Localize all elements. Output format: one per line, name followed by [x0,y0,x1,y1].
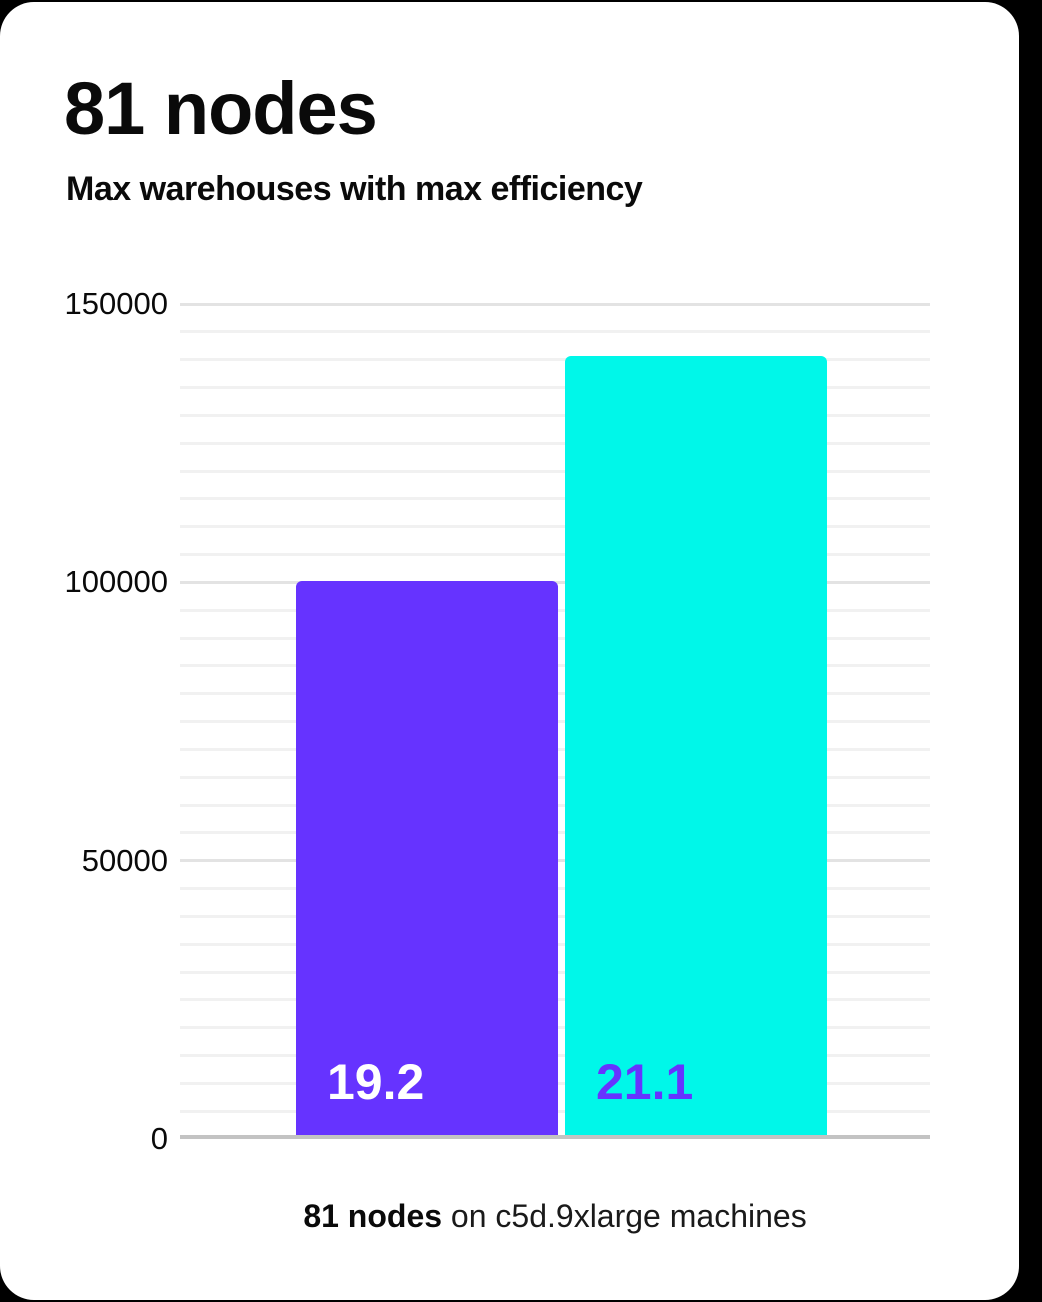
y-axis-tick-label: 150000 [64,286,168,321]
bar-chart: 19.2 21.1 0 50000 100000 150000 [0,2,1019,1300]
minor-gridline [180,441,930,445]
caption-bold-text: 81 nodes [303,1198,443,1234]
caption-text: on c5d.9xlarge machines [442,1198,807,1234]
minor-gridline [180,525,930,529]
bar-19.2: 19.2 [296,581,558,1135]
minor-gridline [180,553,930,556]
minor-gridline [180,469,930,473]
page-title: 81 nodes [64,67,378,150]
minor-gridline [180,330,930,334]
chart-caption: 81 nodes on c5d.9xlarge machines [180,1198,930,1235]
y-axis-tick-label: 50000 [81,842,168,878]
major-gridline [180,302,930,306]
page-subtitle: Max warehouses with max efficiency [66,170,643,208]
bar-21.1: 21.1 [565,355,827,1135]
y-axis-tick-label: 100000 [64,564,168,600]
minor-gridline [180,386,930,389]
y-axis-tick-label: 0 [150,1121,168,1156]
bar-value-label: 21.1 [596,1054,694,1110]
chart-card: 81 nodes Max warehouses with max efficie… [0,2,1019,1300]
plot-area: 19.2 21.1 [180,302,930,1139]
minor-gridline [180,358,930,362]
bar-value-label: 19.2 [327,1054,425,1110]
minor-gridline [180,413,930,417]
minor-gridline [180,497,930,501]
